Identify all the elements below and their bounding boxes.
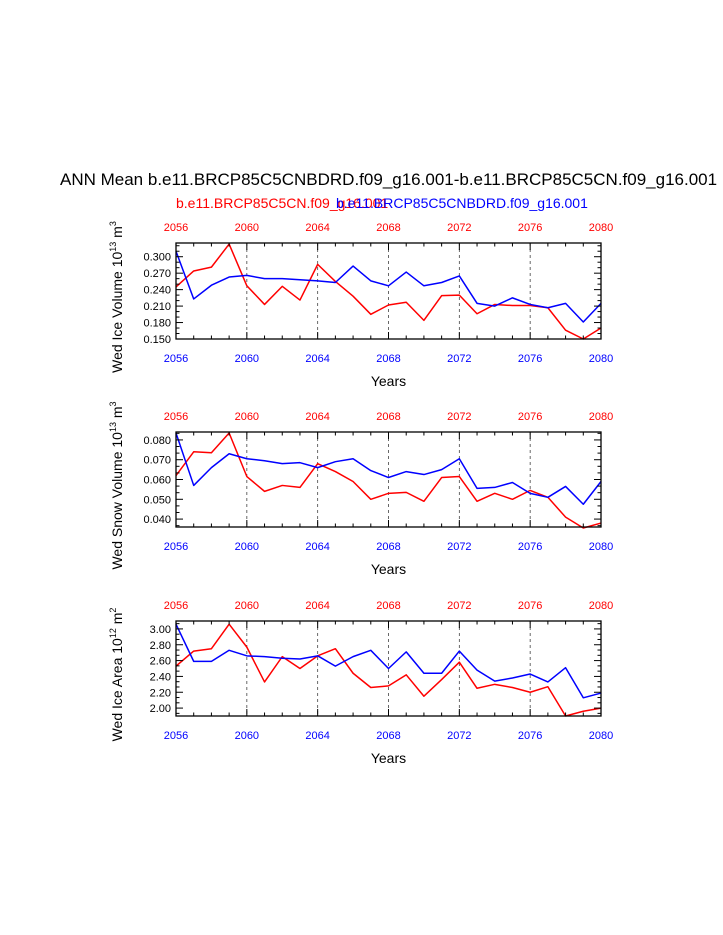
subtitle-red-run: b.e11.BRCP85C5CN.f09_g16.001 [176,195,389,211]
series-line-blue [175,432,602,505]
x-tick-label-bottom: 2064 [305,541,329,553]
y-tick-label: 0.050 [143,494,171,506]
x-tick-label-top: 2064 [305,411,329,423]
x-tick-label-top: 2060 [235,222,259,234]
x-tick-label-top: 2076 [518,411,542,423]
x-tick-label-bottom: 2072 [447,353,471,365]
y-axis-title: Wed Snow Volume 1013 m3 [108,401,125,569]
y-axis-title-ylabel: Wed Ice Area 10 [109,638,125,741]
series-line-red [175,432,602,529]
x-axis-title: Years [371,750,406,766]
y-tick-label: 2.20 [150,687,171,699]
x-axis-title: Years [371,561,406,577]
y-axis-title-ylabel-unit: m [109,613,125,629]
x-tick-label-top: 2068 [376,411,400,423]
x-tick-label-top: 2060 [235,411,259,423]
x-tick-label-bottom: 2072 [447,541,471,553]
x-tick-label-top: 2072 [447,411,471,423]
x-tick-label-bottom: 2056 [164,730,188,742]
y-tick-label: 0.240 [143,285,171,297]
y-axis-title-ylabel-exp: 12 [108,628,118,638]
x-tick-label-bottom: 2068 [376,353,400,365]
y-tick-label: 0.040 [143,514,171,526]
chart-panel-1: 2056 2056 2060 2060 2064 2064 2068 2068 2072 2072… [108,221,613,389]
y-tick-label: 0.080 [143,435,171,447]
y-axis-title: Wed Ice Volume 1013 m3 [108,221,125,373]
x-tick-label-top: 2080 [589,222,613,234]
x-tick-label-bottom: 2060 [235,353,259,365]
x-tick-label-bottom: 2076 [518,541,542,553]
y-tick-label: 3.00 [150,624,171,636]
x-tick-label-top: 2072 [447,222,471,234]
x-axis-title: Years [371,373,406,389]
series-line-blue [175,623,602,699]
x-tick-label-top: 2056 [164,411,188,423]
x-tick-label-top: 2064 [305,222,329,234]
x-tick-label-bottom: 2064 [305,730,329,742]
y-axis-title-ylabel-unit-exp: 3 [108,221,118,226]
x-tick-label-bottom: 2060 [235,730,259,742]
y-tick-label: 2.60 [150,656,171,668]
x-tick-label-top: 2056 [164,600,188,612]
x-tick-label-top: 2080 [589,600,613,612]
x-tick-label-bottom: 2064 [305,353,329,365]
y-axis-title-ylabel-unit-exp: 2 [108,608,118,613]
x-tick-label-top: 2068 [376,222,400,234]
x-tick-label-bottom: 2056 [164,541,188,553]
y-tick-label: 2.40 [150,671,171,683]
y-tick-label: 2.80 [150,640,171,652]
y-tick-label: 0.150 [143,334,171,346]
x-tick-label-top: 2072 [447,600,471,612]
x-tick-label-top: 2080 [589,411,613,423]
x-tick-label-top: 2064 [305,600,329,612]
chart-panel-3: 2056 2056 2060 2060 2064 2064 2068 2068 2072 2072… [108,600,613,766]
y-axis-title-ylabel: Wed Snow Volume 10 [109,432,125,570]
y-axis-title-ylabel: Wed Ice Volume 10 [109,252,125,373]
x-tick-label-bottom: 2076 [518,730,542,742]
series-line-blue [175,250,602,323]
x-tick-label-top: 2056 [164,222,188,234]
y-axis-title-ylabel-exp: 13 [108,242,118,252]
chart-main-title-text: ANN Mean b.e11.BRCP85C5CNBDRD.f09_g16.00… [60,170,718,189]
y-axis-title-ylabel-unit: m [109,406,125,422]
x-tick-label-top: 2060 [235,600,259,612]
y-axis-title-ylabel-unit: m [109,226,125,242]
chart-panel-2: 2056 2056 2060 2060 2064 2064 2068 2068 2072 2072… [108,401,613,577]
y-axis-title-ylabel-exp: 13 [108,422,118,432]
x-tick-label-bottom: 2080 [589,353,613,365]
x-tick-label-bottom: 2076 [518,353,542,365]
x-tick-label-bottom: 2072 [447,730,471,742]
y-tick-label: 0.270 [143,268,171,280]
series-line-red [175,243,602,340]
x-tick-label-top: 2076 [518,600,542,612]
x-tick-label-bottom: 2080 [589,541,613,553]
y-tick-label: 0.180 [143,318,171,330]
series-line-red [175,623,602,717]
x-tick-label-top: 2068 [376,600,400,612]
y-axis-title-ylabel-unit-exp: 3 [108,401,118,406]
y-tick-label: 0.210 [143,301,171,313]
y-tick-label: 0.070 [143,455,171,467]
x-tick-label-bottom: 2068 [376,730,400,742]
x-tick-label-bottom: 2056 [164,353,188,365]
x-tick-label-bottom: 2080 [589,730,613,742]
y-tick-label: 0.060 [143,475,171,487]
chart-main-title: ANN Mean b.e11.BRCP85C5CNBDRD.f09_g16.00… [0,170,723,194]
y-tick-label: 2.00 [150,703,171,715]
x-tick-label-top: 2076 [518,222,542,234]
x-tick-label-bottom: 2060 [235,541,259,553]
y-axis-title: Wed Ice Area 1012 m2 [108,608,125,742]
subtitle-blue-run: b.e11.BRCP85C5CNBDRD.f09_g16.001 [336,195,588,211]
x-tick-label-bottom: 2068 [376,541,400,553]
y-tick-label: 0.300 [143,252,171,264]
